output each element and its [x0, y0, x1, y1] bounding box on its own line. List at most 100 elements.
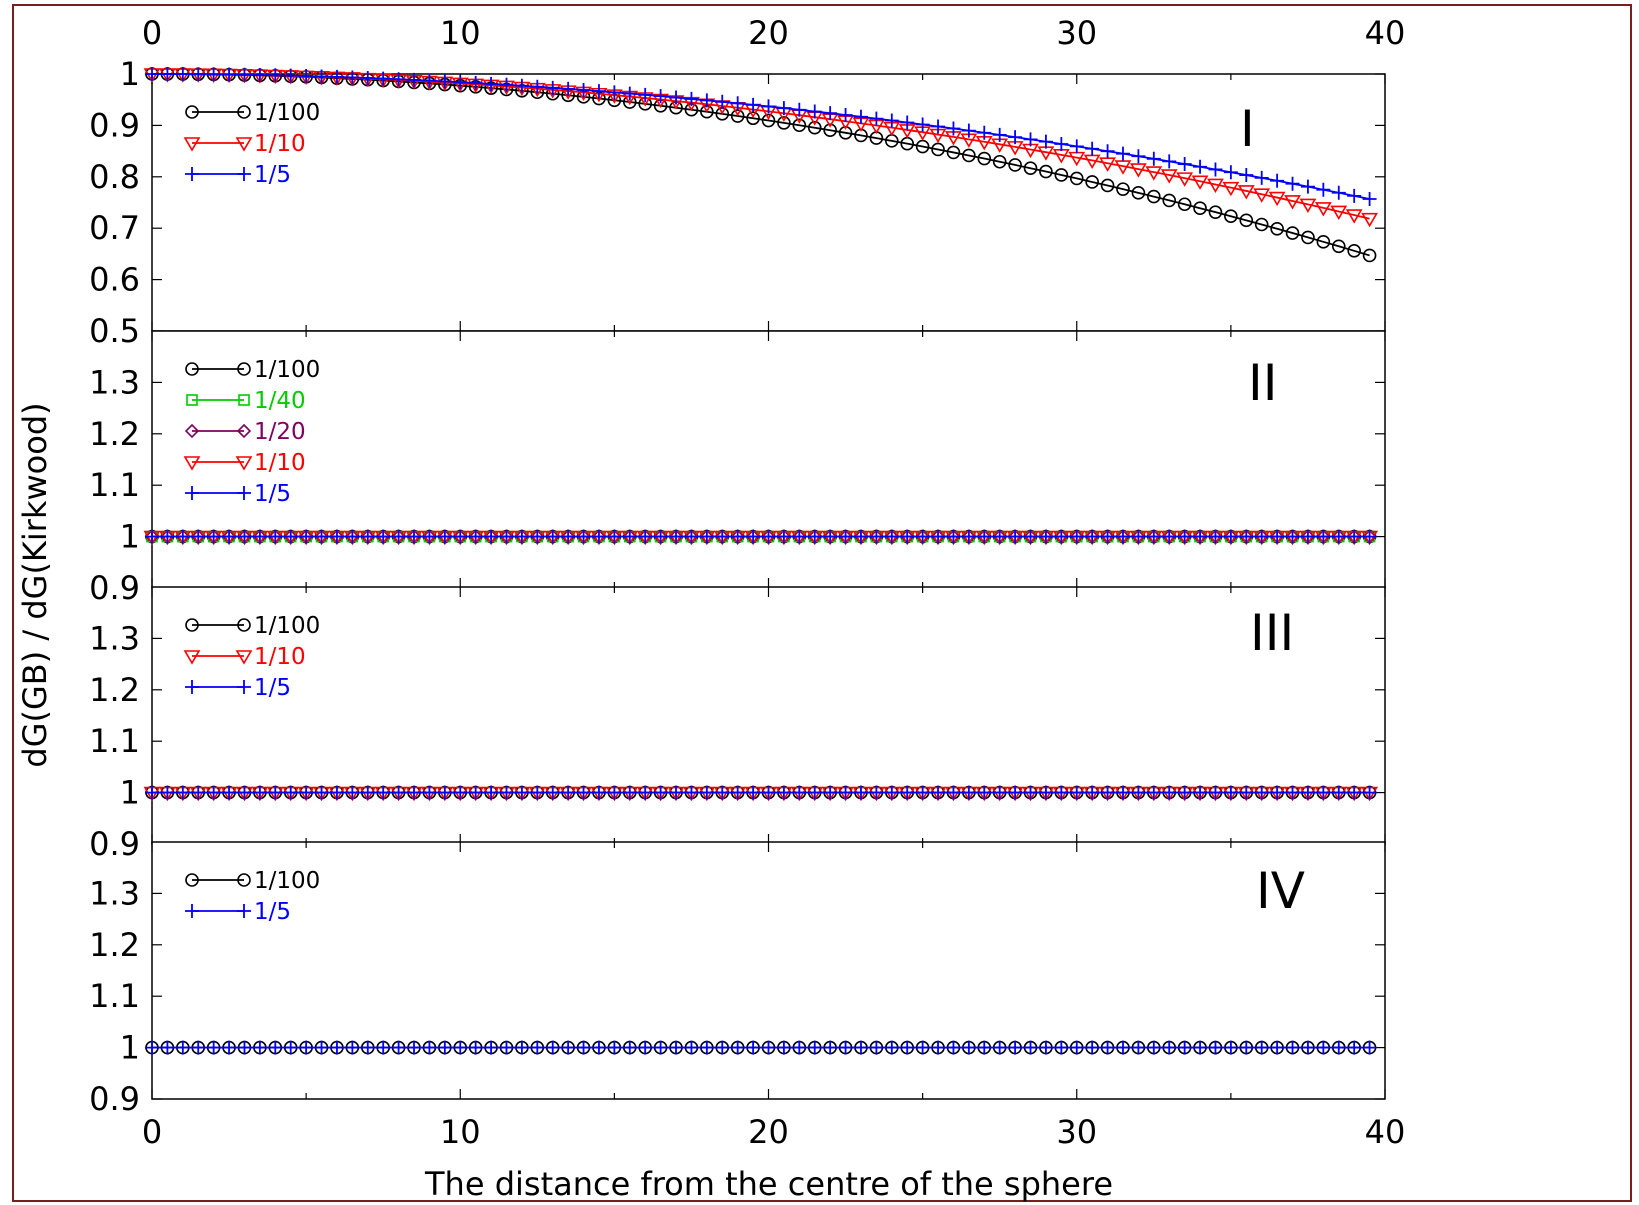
data-point: [853, 529, 868, 544]
y-tick-label: 1.1: [89, 466, 140, 504]
data-point: [992, 529, 1007, 544]
data-point: [360, 529, 375, 544]
legend-entry: 1/100: [185, 868, 320, 894]
data-point: [669, 529, 684, 544]
panel-4: 0.9 1 1.1 1.2 1.3 1/100 1/5 IV: [89, 841, 1386, 1118]
data-point: [1114, 160, 1132, 175]
data-point: [1130, 163, 1147, 178]
data-point: [545, 80, 560, 95]
data-point: [1301, 230, 1315, 245]
x-axis-layer: 0 0 10 10 20 20 30 30 40 40: [142, 14, 1406, 1151]
legend-label: 1/10: [254, 450, 306, 476]
data-point: [1316, 182, 1331, 197]
data-point: [1270, 173, 1285, 188]
legend-marker: [236, 423, 252, 439]
legend-entry: 1/100: [185, 357, 320, 383]
data-point: [838, 107, 853, 122]
data-point: [1099, 157, 1116, 172]
data-point: [1069, 529, 1084, 544]
data-point: [607, 1040, 622, 1055]
legend-entry: 1/40: [186, 388, 306, 414]
data-point: [992, 785, 1007, 800]
data-point: [869, 111, 884, 126]
data-point: [869, 785, 884, 800]
y-tick-label: 0.9: [89, 1080, 140, 1118]
data-point: [1008, 529, 1023, 544]
data-point: [931, 529, 946, 544]
legend-marker: [237, 618, 251, 632]
data-point: [1362, 192, 1377, 207]
data-point: [1131, 1040, 1146, 1055]
data-point: [437, 529, 452, 544]
data-point: [746, 529, 761, 544]
data-point: [407, 72, 422, 87]
data-point: [1239, 1040, 1254, 1055]
data-point: [1162, 193, 1177, 208]
data-point: [252, 1040, 267, 1055]
data-point: [145, 785, 159, 800]
data-point: [1085, 141, 1100, 156]
data-point: [484, 76, 499, 91]
data-point: [776, 101, 791, 116]
data-point: [1023, 785, 1038, 800]
data-point: [314, 785, 329, 800]
data-point: [206, 67, 221, 82]
data-point: [1347, 188, 1362, 203]
y-tick-label: 1.1: [89, 977, 140, 1015]
data-point: [1253, 188, 1271, 203]
legend-entry: 1/5: [185, 675, 291, 701]
data-point: [1085, 1040, 1100, 1055]
data-point: [299, 529, 314, 544]
legend-label: 1/5: [254, 481, 291, 507]
data-point: [1270, 1040, 1285, 1055]
data-point: [1223, 1040, 1238, 1055]
legend-entry: 1/10: [183, 450, 306, 476]
data-point: [961, 1040, 976, 1055]
panel-3: 0.9 1 1.1 1.2 1.3 1/100 1/10 1/5 III: [89, 586, 1386, 863]
data-point: [1223, 165, 1238, 180]
data-point: [946, 121, 961, 136]
data-point: [1208, 785, 1223, 800]
data-point: [1176, 172, 1194, 187]
legend-label: 1/10: [254, 131, 306, 157]
data-point: [1039, 164, 1053, 179]
data-point: [1100, 144, 1115, 159]
data-point: [468, 1040, 483, 1055]
data-point: [1193, 201, 1207, 216]
data-point: [961, 529, 976, 544]
data-point: [468, 75, 483, 90]
x-tick-label-bottom: 40: [1365, 1113, 1406, 1151]
data-point: [1316, 785, 1331, 800]
data-point: [1208, 162, 1223, 177]
data-point: [1347, 529, 1362, 544]
data-point: [823, 1040, 838, 1055]
data-point: [807, 529, 822, 544]
data-point: [746, 111, 760, 126]
data-point: [1239, 785, 1254, 800]
data-point: [915, 117, 930, 132]
legend-marker: [237, 105, 251, 119]
data-point: [1177, 785, 1192, 800]
data-point: [252, 67, 267, 82]
data-point: [206, 785, 221, 800]
data-point: [1054, 137, 1069, 152]
data-point: [206, 1040, 221, 1055]
data-point: [1147, 189, 1161, 204]
data-point: [345, 70, 360, 85]
data-point: [669, 90, 684, 105]
panel-frame: [151, 330, 1386, 589]
data-point: [1270, 785, 1285, 800]
legend-marker: [237, 680, 251, 694]
panel-frame: [151, 586, 1386, 845]
data-point: [283, 1040, 298, 1055]
data-point: [329, 529, 344, 544]
y-tick-label: 1.1: [89, 722, 140, 760]
data-point: [1193, 159, 1208, 174]
data-point: [761, 113, 776, 128]
data-point: [237, 1040, 252, 1055]
data-point: [1285, 226, 1300, 240]
data-point: [915, 1040, 930, 1055]
data-point: [283, 529, 298, 544]
data-point: [1331, 239, 1346, 254]
data-point: [1100, 1040, 1115, 1055]
